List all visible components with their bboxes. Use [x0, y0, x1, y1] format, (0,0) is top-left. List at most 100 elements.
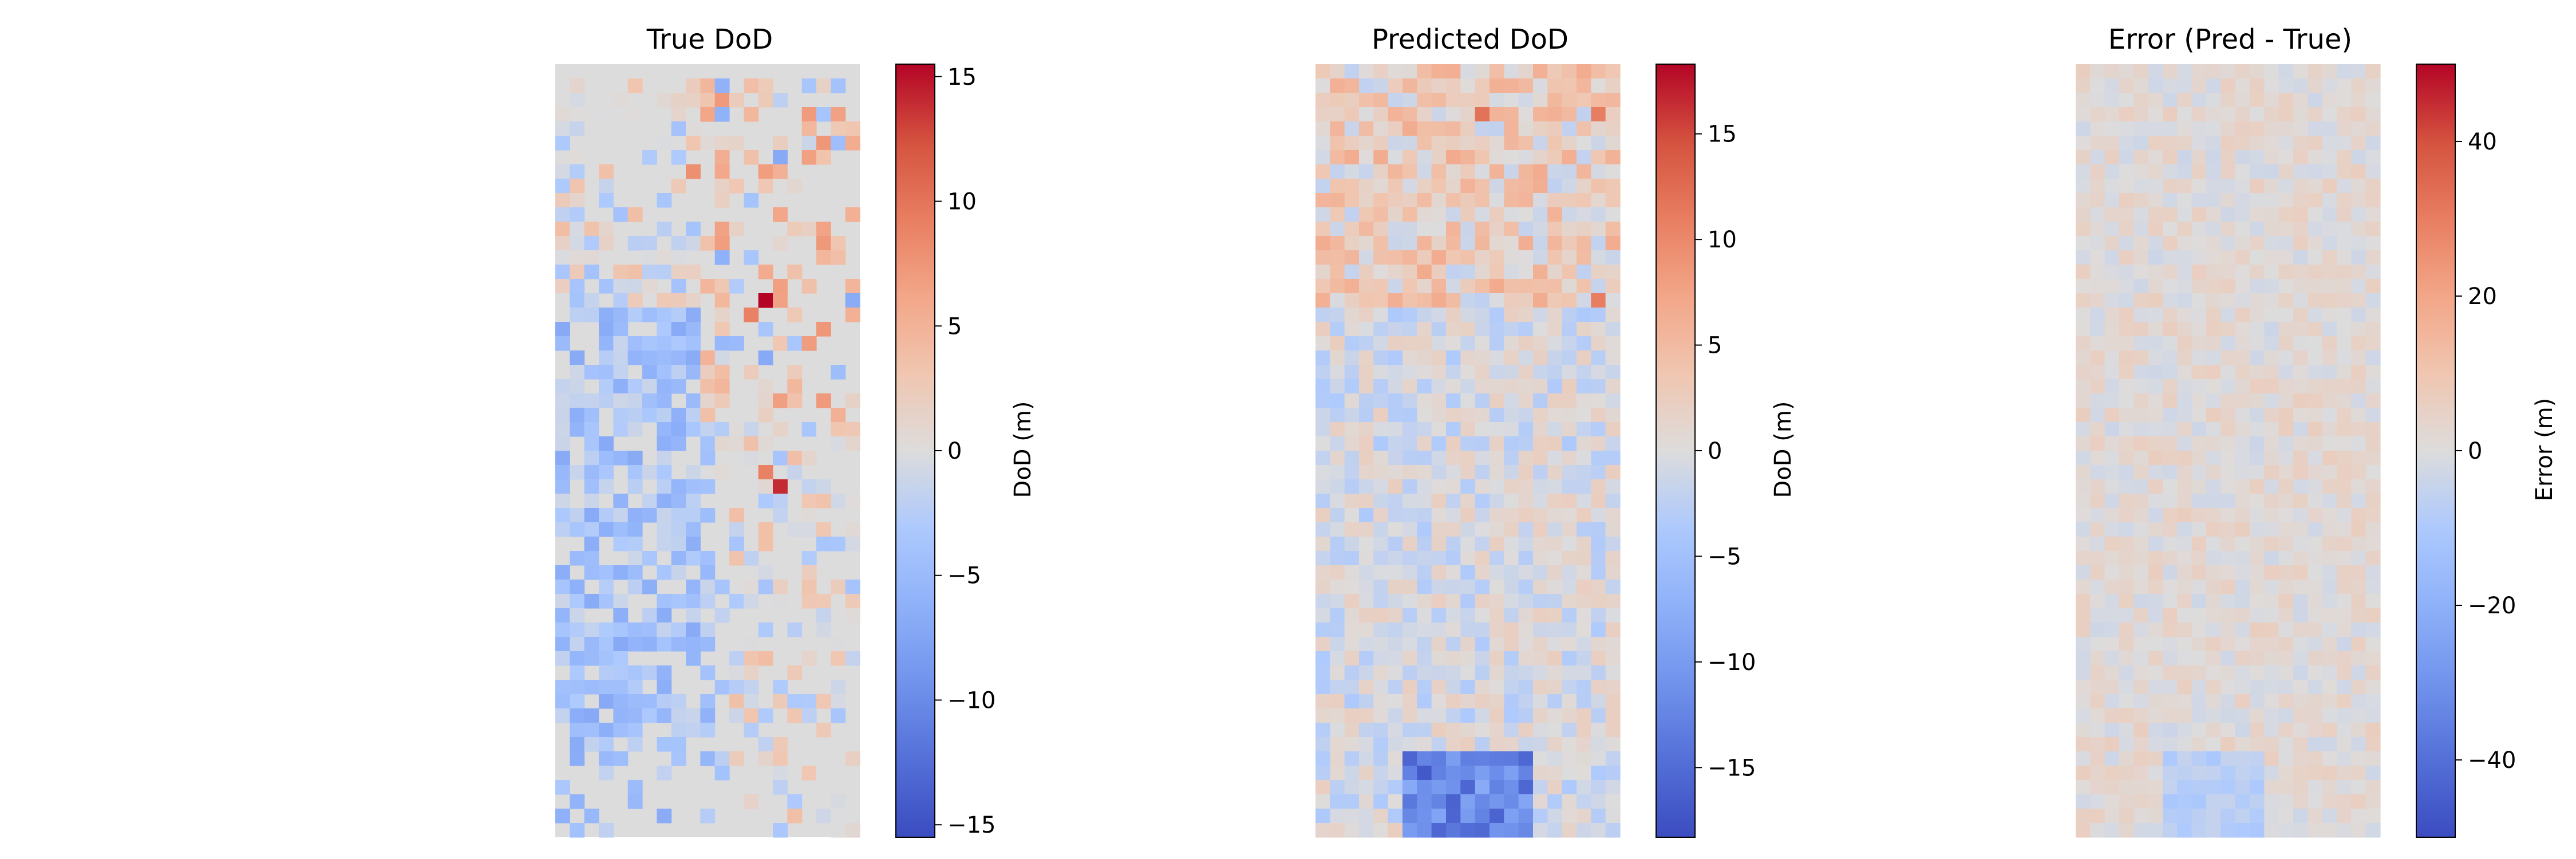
heatmap-cell — [1533, 637, 1548, 652]
heatmap-cell — [584, 594, 599, 609]
heatmap-cell — [584, 365, 599, 380]
heatmap-cell — [2293, 522, 2308, 537]
heatmap-cell — [1315, 694, 1330, 709]
colorbar-tick-label: 40 — [2468, 129, 2497, 155]
heatmap-cell — [2134, 522, 2149, 537]
heatmap-cell — [2134, 565, 2149, 580]
heatmap-cell — [2191, 708, 2207, 723]
heatmap-cell — [1402, 236, 1417, 251]
heatmap-cell — [1315, 809, 1330, 823]
heatmap-cell — [1562, 64, 1577, 79]
heatmap-cell — [2104, 78, 2120, 93]
heatmap-cell — [2322, 537, 2337, 551]
heatmap-cell — [1490, 565, 1504, 580]
heatmap-cell — [1315, 179, 1330, 194]
heatmap-cell — [1591, 723, 1606, 738]
heatmap-cell — [801, 580, 817, 594]
heatmap-cell — [801, 451, 817, 466]
heatmap-cell — [657, 608, 672, 623]
heatmap-cell — [2104, 393, 2120, 408]
heatmap-cell — [1490, 107, 1504, 122]
heatmap-cell — [1460, 78, 1476, 93]
heatmap-cell — [1562, 723, 1577, 738]
heatmap-cell — [2221, 265, 2236, 279]
heatmap-cell — [1359, 551, 1374, 566]
heatmap-cell — [627, 379, 643, 394]
heatmap-cell — [599, 565, 614, 580]
heatmap-cell — [2134, 608, 2149, 623]
heatmap-cell — [2250, 408, 2265, 423]
heatmap-cell — [1547, 766, 1563, 781]
heatmap-cell — [1446, 694, 1461, 709]
heatmap-cell — [714, 93, 730, 108]
heatmap-cell — [2264, 551, 2279, 566]
heatmap-cell — [2119, 580, 2134, 594]
heatmap-cell — [1605, 379, 1621, 394]
heatmap-cell — [555, 279, 570, 294]
heatmap-cell — [1562, 107, 1577, 122]
heatmap-cell — [2119, 236, 2134, 251]
heatmap-cell — [2365, 708, 2381, 723]
heatmap-cell — [1504, 551, 1519, 566]
heatmap-cell — [1460, 150, 1476, 165]
heatmap-cell — [2235, 293, 2250, 308]
heatmap-cell — [1402, 393, 1417, 408]
heatmap-cell — [2293, 164, 2308, 179]
heatmap-cell — [2278, 265, 2294, 279]
heatmap-cell — [2337, 451, 2352, 466]
heatmap-cell — [1562, 494, 1577, 509]
heatmap-cell — [2221, 193, 2236, 208]
heatmap-cell — [1359, 723, 1374, 738]
heatmap-cell — [1518, 809, 1534, 823]
heatmap-cell — [2308, 107, 2323, 122]
heatmap-cell — [2191, 293, 2207, 308]
heatmap-cell — [2264, 451, 2279, 466]
heatmap-cell — [642, 665, 657, 680]
heatmap-cell — [2308, 651, 2323, 666]
heatmap-cell — [2206, 107, 2221, 122]
heatmap-cell — [1577, 250, 1591, 265]
heatmap-cell — [2119, 207, 2134, 222]
heatmap-cell — [555, 608, 570, 623]
heatmap-cell — [2119, 737, 2134, 752]
heatmap-cell — [2250, 766, 2265, 781]
heatmap-cell — [2090, 393, 2105, 408]
heatmap-cell — [1562, 193, 1577, 208]
heatmap-cell — [2076, 508, 2091, 523]
heatmap-cell — [2365, 121, 2381, 136]
heatmap-cell — [773, 823, 788, 838]
heatmap-cell — [2206, 436, 2221, 451]
heatmap-cell — [1431, 393, 1447, 408]
heatmap-cell — [2104, 121, 2120, 136]
heatmap-cell — [729, 751, 744, 766]
heatmap-cell — [1475, 150, 1490, 165]
heatmap-cell — [2337, 379, 2352, 394]
heatmap-cell — [1417, 293, 1432, 308]
heatmap-cell — [2191, 64, 2207, 79]
heatmap-cell — [1446, 93, 1461, 108]
heatmap-cell — [700, 479, 716, 494]
heatmap-cell — [1490, 751, 1504, 766]
heatmap-cell — [1373, 551, 1389, 566]
heatmap-cell — [1504, 193, 1519, 208]
heatmap-cell — [1533, 565, 1548, 580]
heatmap-cell — [1373, 121, 1389, 136]
heatmap-cell — [1605, 350, 1621, 365]
heatmap-cell — [584, 637, 599, 652]
heatmap-cell — [1605, 551, 1621, 566]
heatmap-cell — [2365, 594, 2381, 609]
heatmap-cell — [1460, 350, 1476, 365]
heatmap-cell — [671, 637, 686, 652]
heatmap-cell — [613, 522, 629, 537]
heatmap-cell — [2221, 565, 2236, 580]
heatmap-cell — [2148, 279, 2163, 294]
heatmap-cell — [627, 265, 643, 279]
heatmap-cell — [2337, 293, 2352, 308]
heatmap-cell — [2177, 537, 2192, 551]
heatmap-cell — [2076, 479, 2091, 494]
heatmap-cell — [2177, 236, 2192, 251]
heatmap-cell — [2264, 193, 2279, 208]
heatmap-cell — [1359, 365, 1374, 380]
heatmap-cell — [1388, 336, 1403, 351]
